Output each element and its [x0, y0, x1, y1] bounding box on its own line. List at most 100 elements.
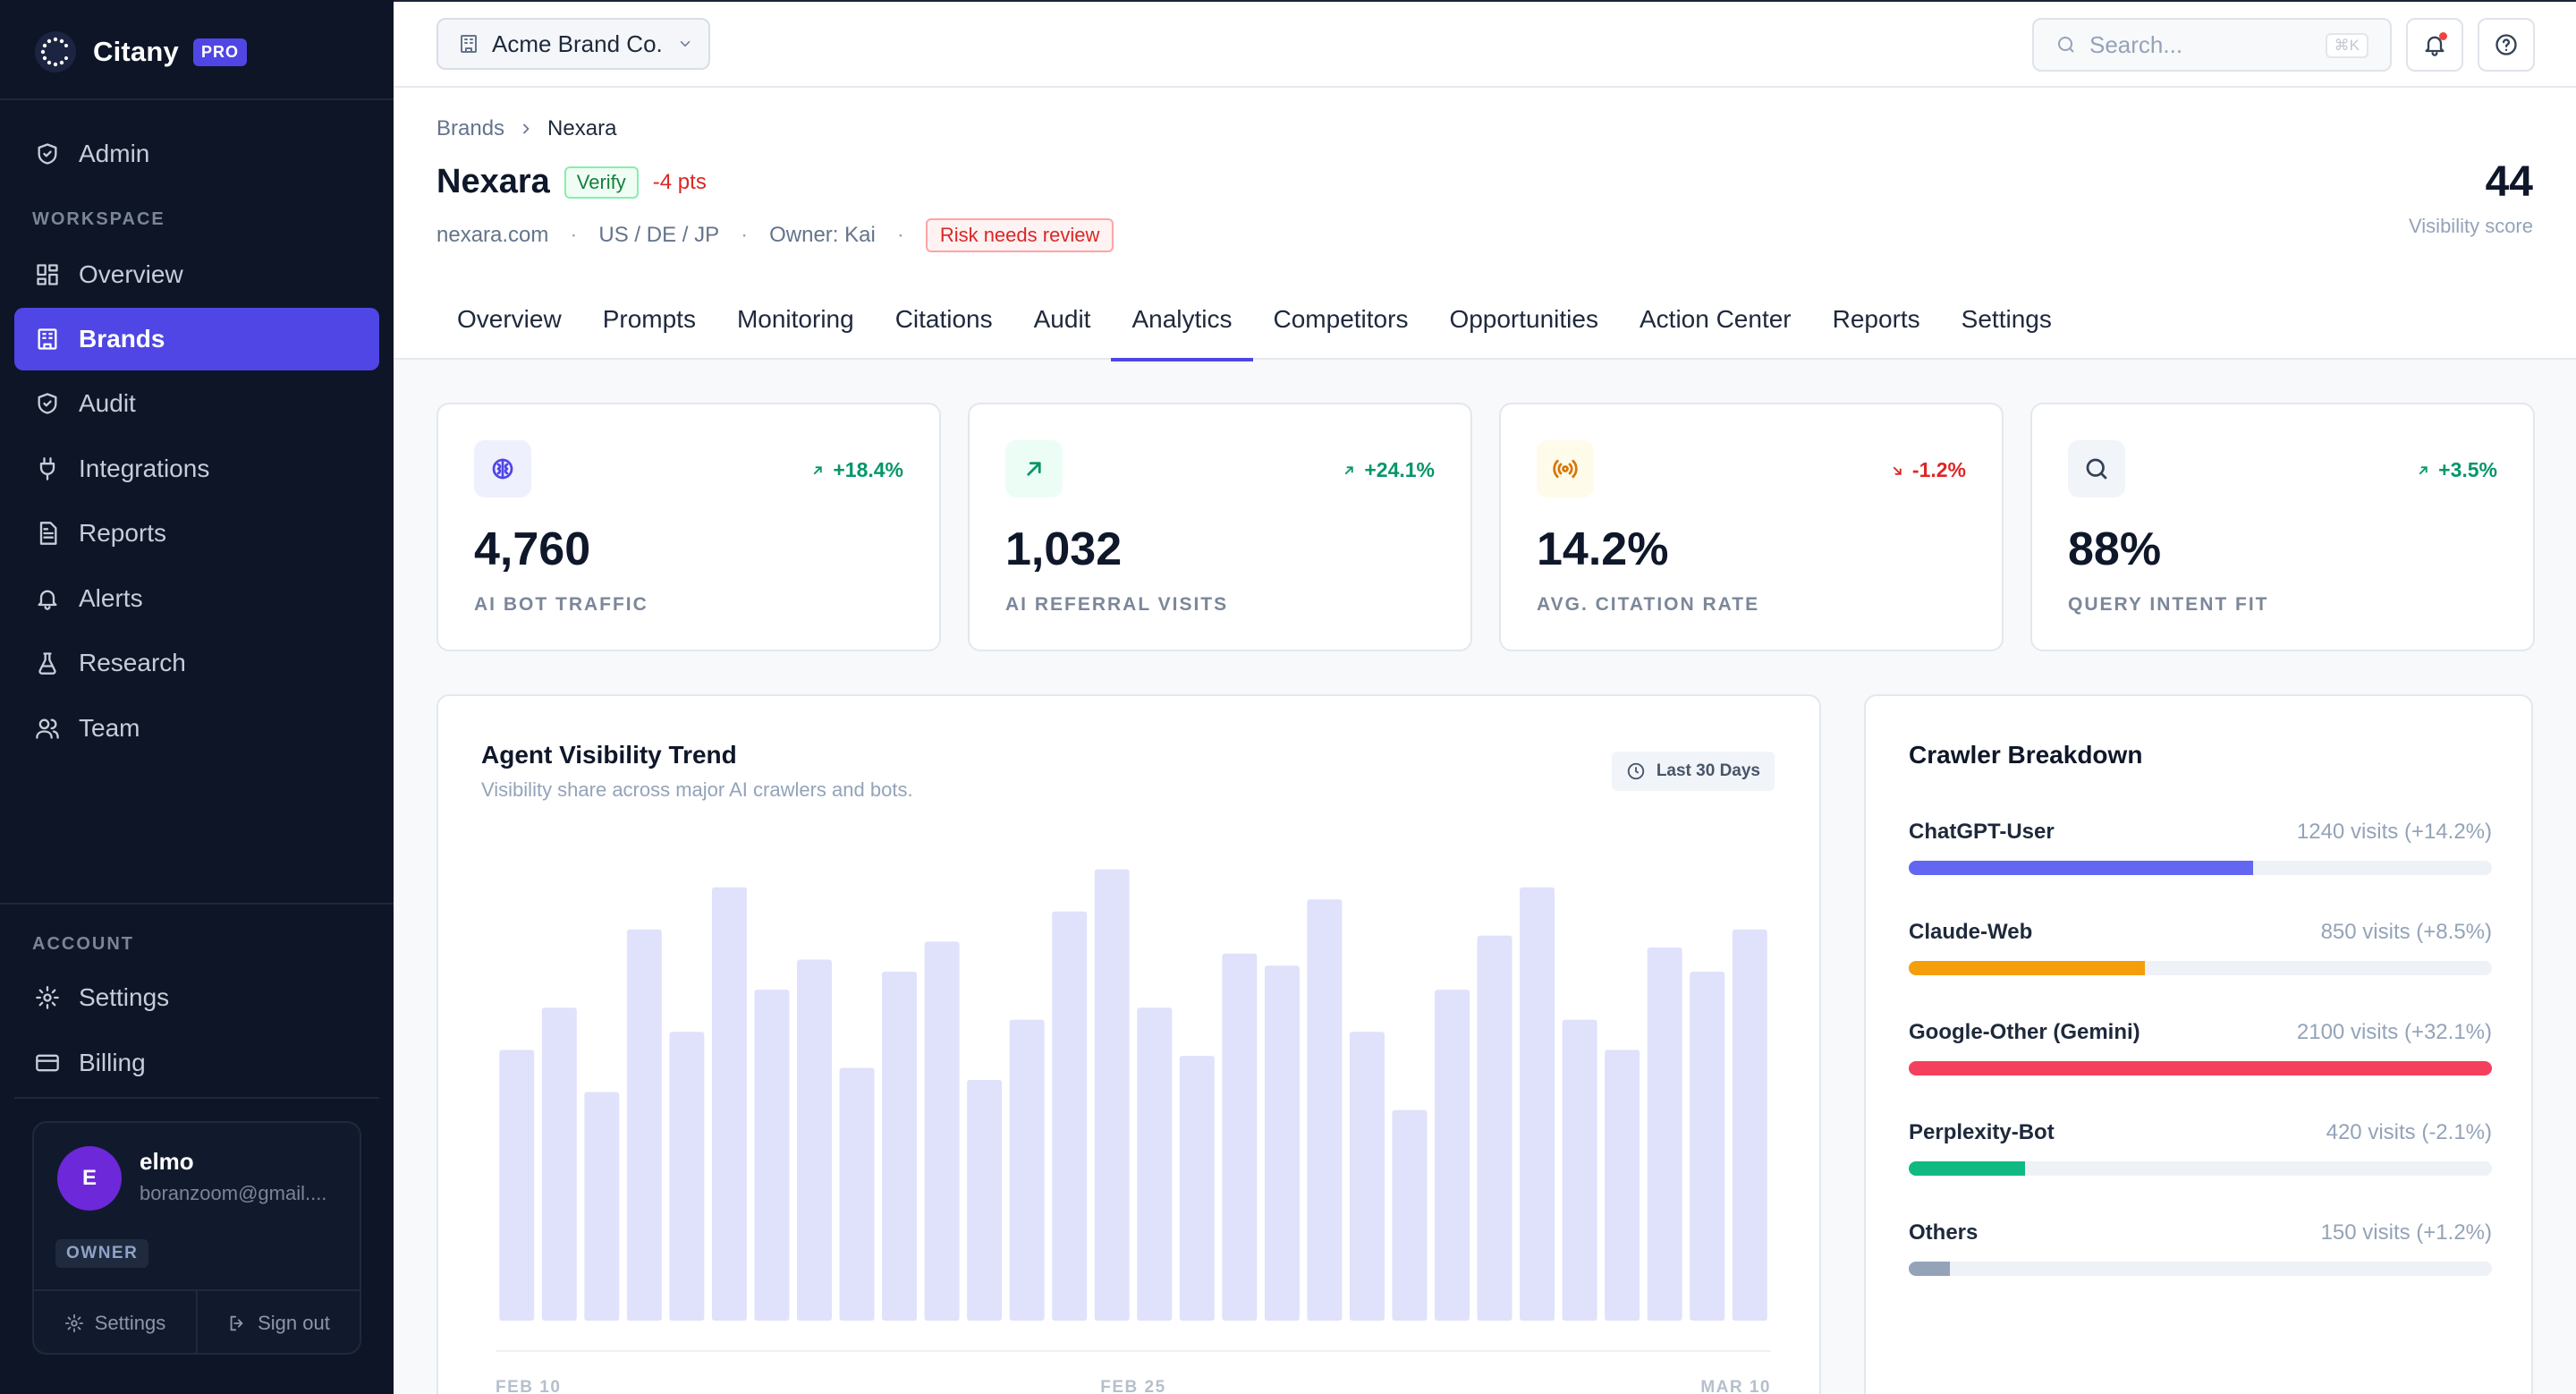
crawler-name: Claude-Web	[1909, 920, 2033, 944]
crawler-bar-track	[1909, 861, 2492, 875]
tab-reports[interactable]: Reports	[1832, 305, 1920, 333]
sidebar-item-label: Reports	[79, 519, 167, 547]
brain-icon	[474, 440, 531, 497]
crawler-bar-fill	[1909, 1161, 2026, 1176]
user-settings-label: Settings	[94, 1311, 166, 1334]
trend-up-icon	[2419, 465, 2428, 474]
kpi-label: AI REFERRAL VISITS	[1005, 594, 1229, 615]
sidebar-divider	[14, 1097, 379, 1099]
trend-bar[interactable]	[797, 959, 832, 1322]
tab-prompts[interactable]: Prompts	[602, 305, 696, 333]
trend-bar[interactable]	[882, 971, 918, 1321]
trend-bar[interactable]	[1477, 935, 1513, 1321]
tab-monitoring[interactable]: Monitoring	[736, 305, 854, 333]
search-input[interactable]: Search... ⌘K	[2032, 18, 2392, 72]
trend-bar[interactable]	[626, 929, 662, 1321]
sidebar-item-label: Overview	[79, 260, 183, 288]
trend-bar[interactable]	[1520, 887, 1555, 1321]
trend-bar[interactable]	[1094, 869, 1130, 1321]
sidebar-item-settings[interactable]: Settings	[14, 966, 379, 1029]
crawler-visits: 150 visits (+1.2%)	[2320, 1220, 2492, 1245]
kpi-card-avg-citation-rate: -1.2% 14.2% AVG. CITATION RATE	[1499, 403, 2004, 651]
trend-bar[interactable]	[1264, 965, 1300, 1321]
trend-bar[interactable]	[1690, 971, 1725, 1321]
trend-bar[interactable]	[1435, 990, 1470, 1321]
trend-bar[interactable]	[499, 1050, 535, 1321]
trend-bar[interactable]	[1605, 1050, 1640, 1321]
user-settings-button[interactable]: Settings	[34, 1291, 196, 1355]
separator: ·	[570, 223, 578, 247]
verify-button[interactable]: Verify	[564, 166, 639, 199]
brand-selector[interactable]: Acme Brand Co.	[436, 18, 710, 70]
avatar[interactable]: E	[57, 1146, 122, 1211]
sidebar-item-brands[interactable]: Brands	[14, 308, 379, 370]
sidebar-item-admin[interactable]: Admin	[14, 123, 379, 185]
notifications-button[interactable]	[2406, 18, 2463, 72]
trend-bar[interactable]	[711, 887, 747, 1321]
sidebar-item-label: Brands	[79, 325, 165, 353]
trend-bar[interactable]	[1647, 948, 1682, 1321]
trend-bar[interactable]	[1009, 1019, 1045, 1321]
crawler-bar-fill	[1909, 1061, 2492, 1075]
flask-icon	[34, 650, 61, 676]
tab-analytics[interactable]: Analytics	[1111, 292, 1253, 361]
trend-bar[interactable]	[1222, 953, 1258, 1321]
date-range-label: Last 30 Days	[1656, 761, 1760, 780]
sidebar-item-alerts[interactable]: Alerts	[14, 567, 379, 630]
sidebar-item-label: Audit	[79, 389, 136, 417]
kpi-card-ai-referral-visits: +24.1% 1,032 AI REFERRAL VISITS	[968, 403, 1472, 651]
tab-competitors[interactable]: Competitors	[1273, 305, 1409, 333]
breadcrumb-brands[interactable]: Brands	[436, 116, 505, 140]
kpi-delta: +24.1%	[1341, 458, 1435, 482]
trend-bar[interactable]	[1732, 929, 1767, 1321]
app-brand[interactable]: Citany PRO	[34, 27, 247, 77]
sidebar-item-reports[interactable]: Reports	[14, 502, 379, 565]
crawler-name: ChatGPT-User	[1909, 820, 2055, 844]
tab-settings[interactable]: Settings	[1961, 305, 2052, 333]
search-shortcut: ⌘K	[2325, 33, 2368, 58]
tab-action-center[interactable]: Action Center	[1639, 305, 1792, 333]
date-range-button[interactable]: Last 30 Days	[1611, 752, 1775, 791]
trend-bar[interactable]	[669, 1032, 705, 1321]
trend-bar[interactable]	[1307, 899, 1343, 1321]
topbar: Acme Brand Co. Search... ⌘K	[394, 0, 2576, 88]
trend-up-icon	[1344, 465, 1354, 474]
help-button[interactable]	[2478, 18, 2535, 72]
brand-selector-label: Acme Brand Co.	[492, 30, 663, 57]
crawler-bar-fill	[1909, 861, 2253, 875]
sign-out-button[interactable]: Sign out	[196, 1291, 360, 1355]
bell-icon	[34, 585, 61, 612]
trend-bar[interactable]	[541, 1007, 577, 1321]
tab-opportunities[interactable]: Opportunities	[1449, 305, 1598, 333]
trend-bar[interactable]	[1052, 911, 1088, 1321]
sign-out-label: Sign out	[258, 1311, 330, 1334]
user-card: E elmo boranzoom@gmail.... OWNER Setting…	[32, 1121, 361, 1355]
trend-bar[interactable]	[1179, 1056, 1215, 1321]
sidebar-item-research[interactable]: Research	[14, 632, 379, 694]
tab-audit[interactable]: Audit	[1033, 305, 1091, 333]
sidebar-item-audit[interactable]: Audit	[14, 372, 379, 435]
kpi-label: AI BOT TRAFFIC	[474, 594, 648, 615]
chart-title: Agent Visibility Trend	[481, 741, 737, 769]
trend-bar[interactable]	[1349, 1032, 1385, 1321]
trend-bar[interactable]	[967, 1080, 1003, 1321]
kpi-value: 14.2%	[1537, 523, 1669, 575]
crawler-visits: 850 visits (+8.5%)	[2320, 920, 2492, 944]
sidebar-item-team[interactable]: Team	[14, 697, 379, 760]
trend-bar[interactable]	[1137, 1007, 1173, 1321]
search-icon	[2068, 440, 2125, 497]
trend-bar[interactable]	[584, 1092, 620, 1321]
sidebar-item-billing[interactable]: Billing	[14, 1032, 379, 1094]
sidebar-item-overview[interactable]: Overview	[14, 243, 379, 306]
trend-bar[interactable]	[1392, 1109, 1428, 1321]
trend-bar[interactable]	[839, 1067, 875, 1321]
trend-bar[interactable]	[924, 941, 960, 1321]
crawler-visits: 420 visits (-2.1%)	[2326, 1120, 2492, 1144]
tab-overview[interactable]: Overview	[457, 305, 562, 333]
shield-check-icon	[34, 140, 61, 167]
tab-citations[interactable]: Citations	[894, 305, 993, 333]
trend-bar[interactable]	[1562, 1019, 1597, 1321]
sidebar-item-integrations[interactable]: Integrations	[14, 438, 379, 500]
trend-bar[interactable]	[754, 990, 790, 1321]
risk-badge[interactable]: Risk needs review	[925, 218, 1114, 252]
